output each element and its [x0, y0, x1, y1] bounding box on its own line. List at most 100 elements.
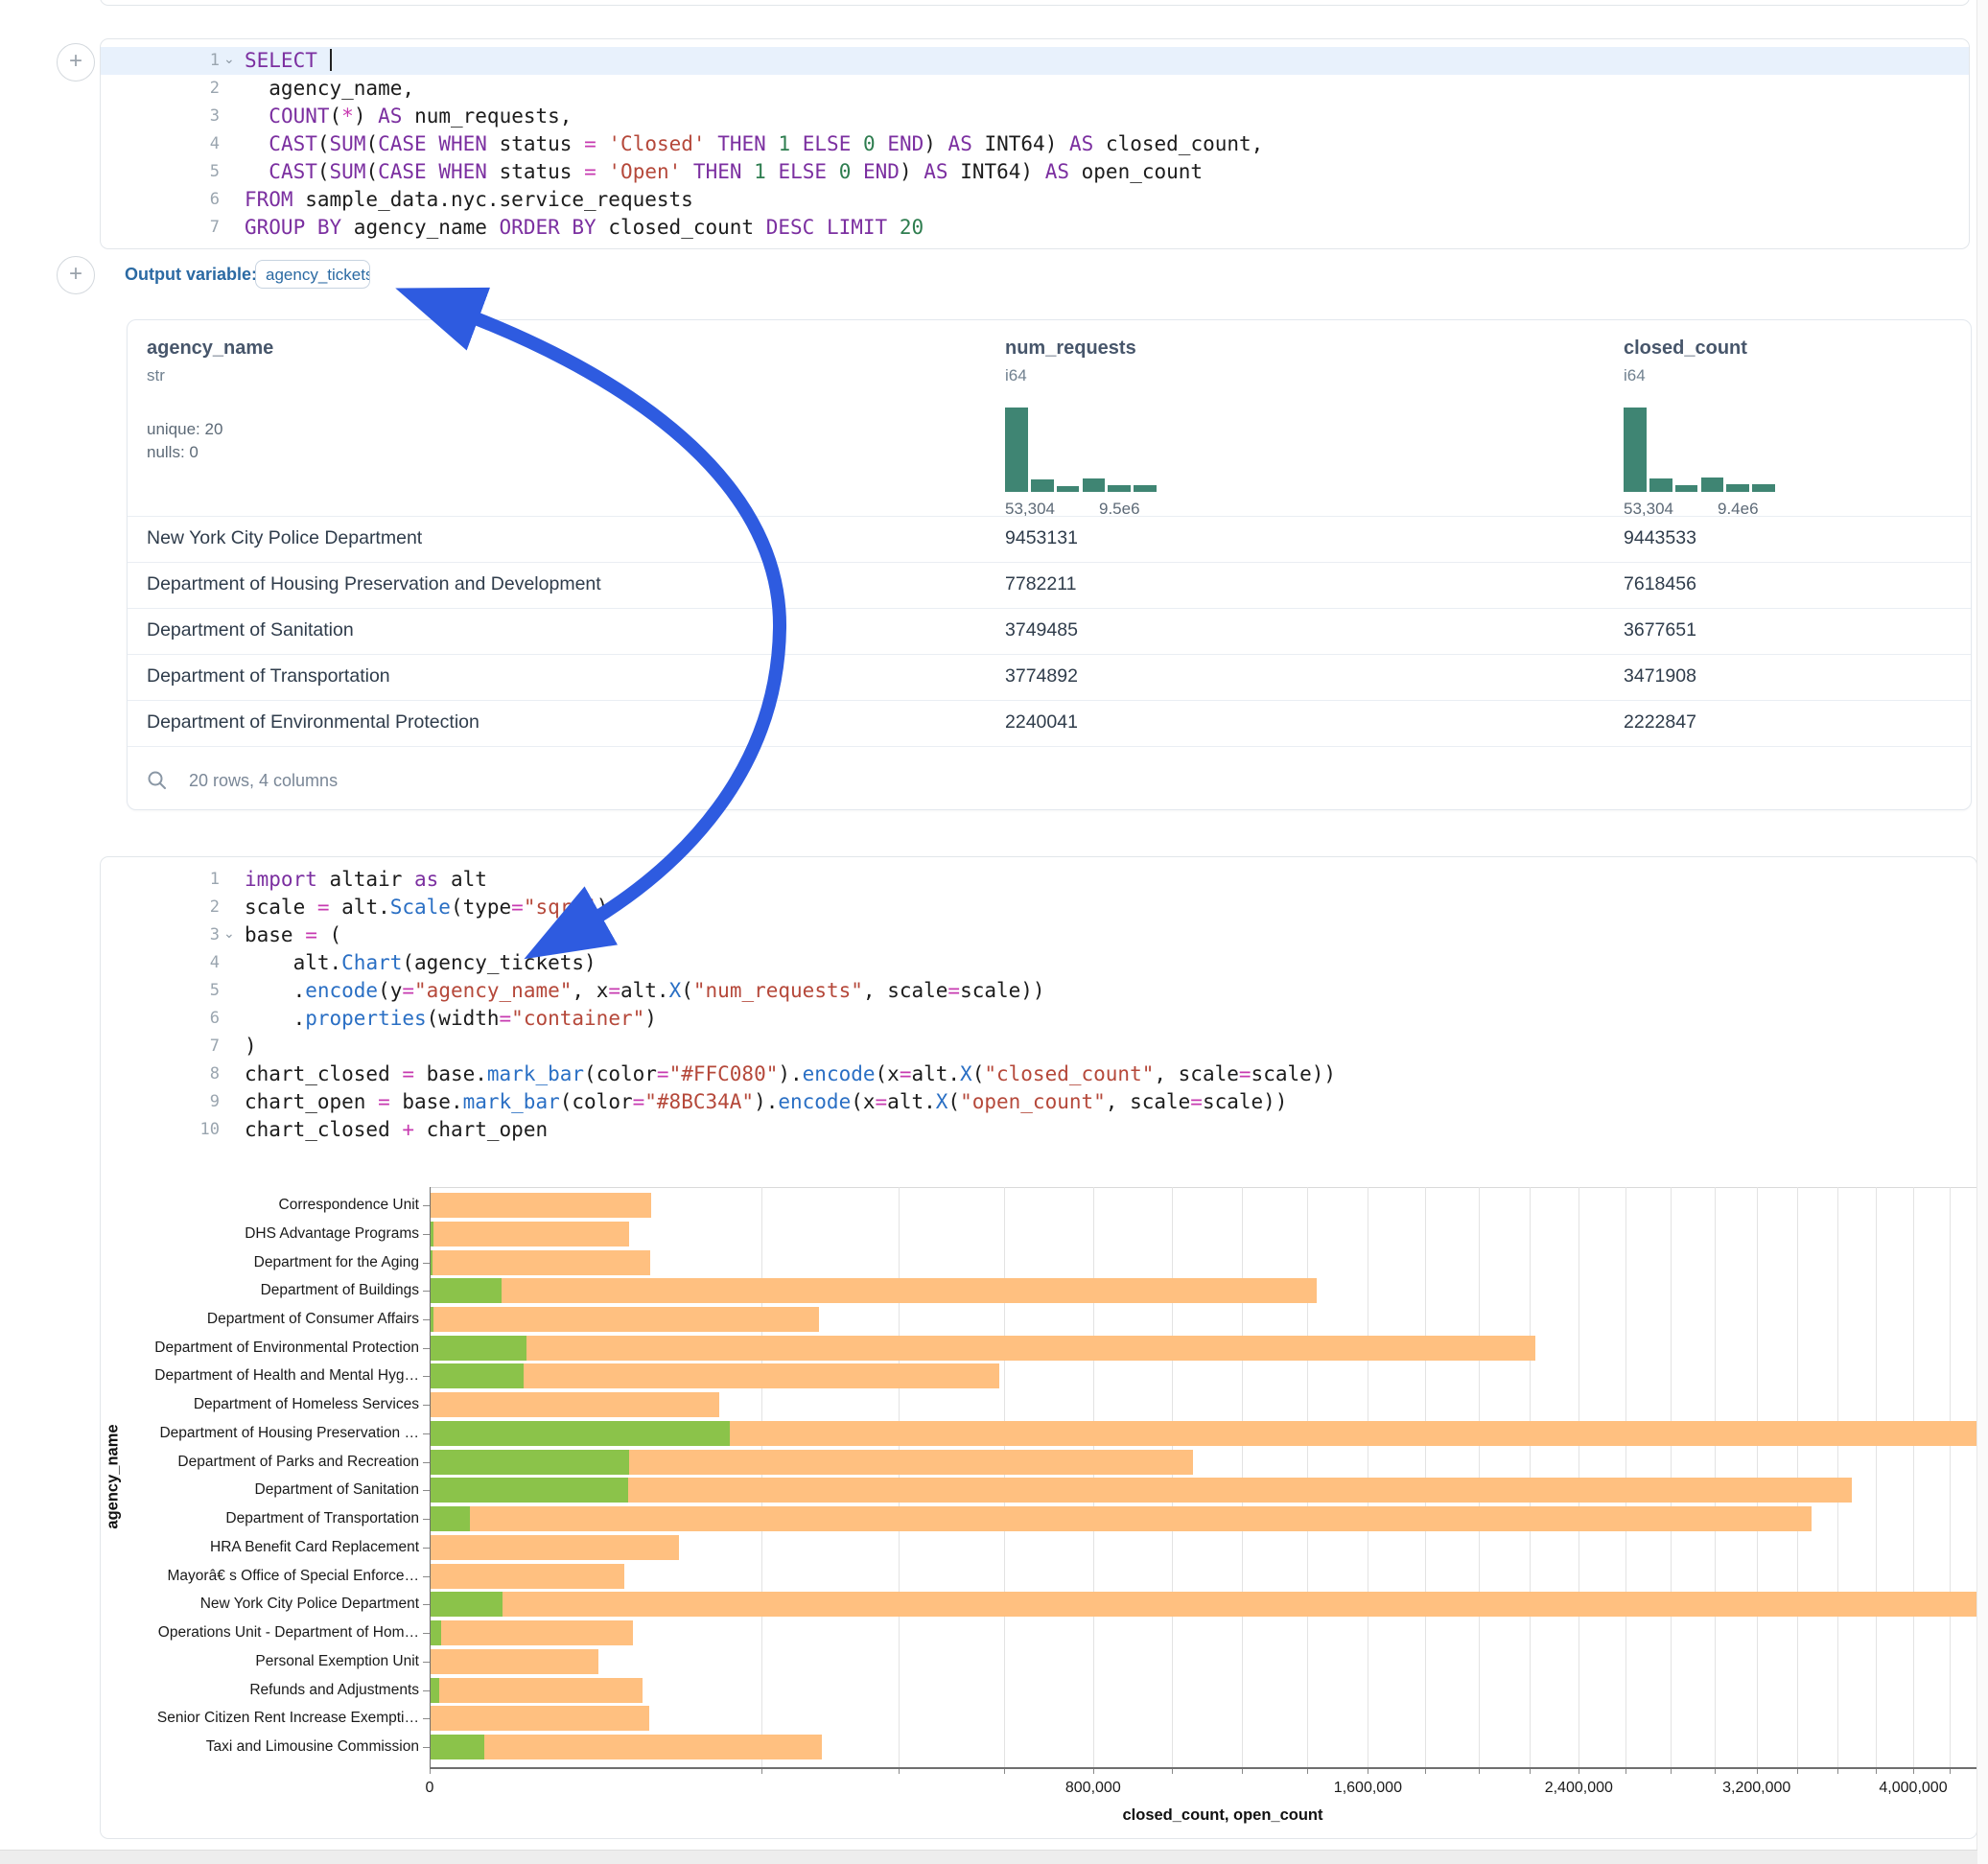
- table-row[interactable]: New York City Police Department 9453131 94…: [128, 516, 1971, 562]
- histogram-max-label: 9.5e6: [1099, 500, 1140, 518]
- python-line-10[interactable]: 10 chart_closed + chart_open: [101, 1116, 1976, 1144]
- bar-closed-count: [430, 1706, 649, 1732]
- table-row[interactable]: Department of Housing Preservation and D…: [128, 562, 1971, 608]
- y-axis-tick: [423, 1205, 430, 1206]
- cell-closed-count: 9443533: [1624, 527, 1696, 548]
- column-header-closed_count[interactable]: closed_count: [1624, 338, 1747, 359]
- y-axis-tick: [423, 1575, 430, 1577]
- gridline: [899, 1187, 900, 1767]
- y-axis-label: New York City Police Department: [199, 1596, 419, 1613]
- column-header-agency_name[interactable]: agency_name: [147, 338, 274, 359]
- cell-num-requests: 7782211: [1005, 573, 1077, 594]
- sql-line-7[interactable]: 7 GROUP BY agency_name ORDER BY closed_co…: [101, 214, 1969, 242]
- line-number: 1: [209, 870, 220, 889]
- x-axis-tick: [1671, 1767, 1672, 1774]
- line-number: 5: [209, 162, 220, 181]
- line-number: 6: [209, 1009, 220, 1028]
- python-line-1[interactable]: 1 import altair as alt: [101, 866, 1976, 894]
- python-line-9[interactable]: 9 chart_open = base.mark_bar(color="#8BC3…: [101, 1088, 1976, 1116]
- x-axis-tick-label: 800,000: [1064, 1780, 1121, 1796]
- bar-open-count: [430, 1478, 629, 1503]
- table-row[interactable]: Department of Environmental Protection 22…: [128, 700, 1971, 746]
- python-line-2[interactable]: 2 scale = alt.Scale(type="sqrt"): [101, 894, 1976, 921]
- scrollbar-track[interactable]: [1976, 0, 1988, 1864]
- python-line-6[interactable]: 6 .properties(width="container"): [101, 1005, 1976, 1033]
- column-type: i64: [1005, 366, 1027, 384]
- python-line-3[interactable]: 3 ⌄ base = (: [101, 921, 1976, 949]
- bar-closed-count: [430, 1278, 1317, 1304]
- x-axis-tick: [1913, 1767, 1914, 1774]
- table-row[interactable]: Department of Sanitation 3749485 3677651: [128, 608, 1971, 654]
- line-number: 5: [209, 981, 220, 1000]
- column-header-num_requests[interactable]: num_requests: [1005, 338, 1136, 359]
- output-variable-chip[interactable]: agency_tickets: [255, 260, 370, 289]
- x-axis-tick: [760, 1767, 762, 1774]
- bar-open-count: [430, 1449, 629, 1475]
- y-axis-tick: [423, 1547, 430, 1549]
- add-cell-button-below[interactable]: +: [57, 256, 95, 294]
- y-axis-tick: [423, 1262, 430, 1264]
- histogram-bar: [1134, 485, 1157, 492]
- gridline: [1671, 1187, 1672, 1767]
- table-separator: [128, 746, 1971, 747]
- python-line-8[interactable]: 8 chart_closed = base.mark_bar(color="#FF…: [101, 1060, 1976, 1088]
- code-text: CAST(SUM(CASE WHEN status = 'Open' THEN …: [269, 160, 1204, 183]
- x-axis-tick-label: 2,400,000: [1544, 1780, 1613, 1796]
- sql-line-1[interactable]: 1 ⌄ SELECT: [101, 47, 1969, 75]
- gridline: [1478, 1187, 1480, 1767]
- y-axis-tick: [423, 1319, 430, 1320]
- x-axis-line: [430, 1767, 1977, 1769]
- gridline: [1092, 1187, 1094, 1767]
- sql-code-cell[interactable]: 1 ⌄ SELECT 2 agency_name, 3 COUNT(*) AS num…: [100, 38, 1970, 249]
- x-axis-tick: [1950, 1767, 1952, 1774]
- y-axis-label: Operations Unit - Department of Hom…: [157, 1624, 419, 1642]
- y-axis-label: HRA Benefit Card Replacement: [210, 1538, 419, 1555]
- bar-open-count: [430, 1335, 527, 1361]
- sql-line-6[interactable]: 6 FROM sample_data.nyc.service_requests: [101, 186, 1969, 214]
- x-axis-tick: [1875, 1767, 1877, 1774]
- table-row[interactable]: Department of Transportation 3774892 34719…: [128, 654, 1971, 700]
- bar-open-count: [430, 1278, 502, 1304]
- y-axis-tick: [423, 1718, 430, 1720]
- bar-closed-count: [430, 1648, 599, 1674]
- fold-chevron-icon[interactable]: ⌄: [223, 51, 235, 66]
- sql-line-5[interactable]: 5 CAST(SUM(CASE WHEN status = 'Open' THE…: [101, 158, 1969, 186]
- sql-line-4[interactable]: 4 CAST(SUM(CASE WHEN status = 'Closed' T…: [101, 130, 1969, 158]
- python-line-5[interactable]: 5 .encode(y="agency_name", x=alt.X("num_…: [101, 977, 1976, 1005]
- bar-closed-count: [430, 1620, 633, 1646]
- x-axis-tick: [1478, 1767, 1480, 1774]
- python-line-4[interactable]: 4 alt.Chart(agency_tickets): [101, 949, 1976, 977]
- search-icon[interactable]: [147, 770, 168, 791]
- bar-open-count: [430, 1249, 433, 1275]
- histogram-bar: [1005, 408, 1028, 492]
- y-axis-label: Department of Parks and Recreation: [177, 1453, 419, 1470]
- x-axis-tick: [1171, 1767, 1173, 1774]
- cell-num-requests: 3774892: [1005, 665, 1078, 687]
- gridline: [1171, 1187, 1173, 1767]
- add-cell-button-top[interactable]: +: [57, 43, 95, 82]
- python-line-7[interactable]: 7): [101, 1033, 1976, 1060]
- code-text: .encode(y="agency_name", x=alt.X("num_re…: [245, 979, 1045, 1002]
- bar-closed-count: [430, 1193, 651, 1218]
- bar-open-count: [430, 1506, 471, 1532]
- y-axis-label: Refunds and Adjustments: [249, 1681, 419, 1698]
- sql-line-2[interactable]: 2 agency_name,: [101, 75, 1969, 103]
- bar-open-count: [430, 1221, 433, 1247]
- y-axis-tick: [423, 1376, 430, 1378]
- code-text: agency_name,: [245, 77, 415, 100]
- bar-closed-count: [430, 1307, 820, 1332]
- previous-cell-stub: [100, 0, 1970, 6]
- x-axis-tick: [1242, 1767, 1244, 1774]
- cell-num-requests: 3749485: [1005, 619, 1078, 641]
- x-axis-tick-label: 3,200,000: [1722, 1780, 1791, 1796]
- sql-line-3[interactable]: 3 COUNT(*) AS num_requests,: [101, 103, 1969, 130]
- code-text: CAST(SUM(CASE WHEN status = 'Closed' THE…: [269, 132, 1264, 155]
- fold-chevron-icon[interactable]: ⌄: [223, 925, 235, 941]
- x-axis-tick-label: 4,000,000: [1879, 1780, 1948, 1796]
- code-text: chart_open = base.mark_bar(color="#8BC34…: [245, 1090, 1288, 1113]
- y-axis-tick: [423, 1291, 430, 1293]
- y-axis-tick: [423, 1347, 430, 1349]
- gridline: [1836, 1187, 1838, 1767]
- bottom-page-strip: [0, 1850, 1977, 1864]
- gridline: [1307, 1187, 1309, 1767]
